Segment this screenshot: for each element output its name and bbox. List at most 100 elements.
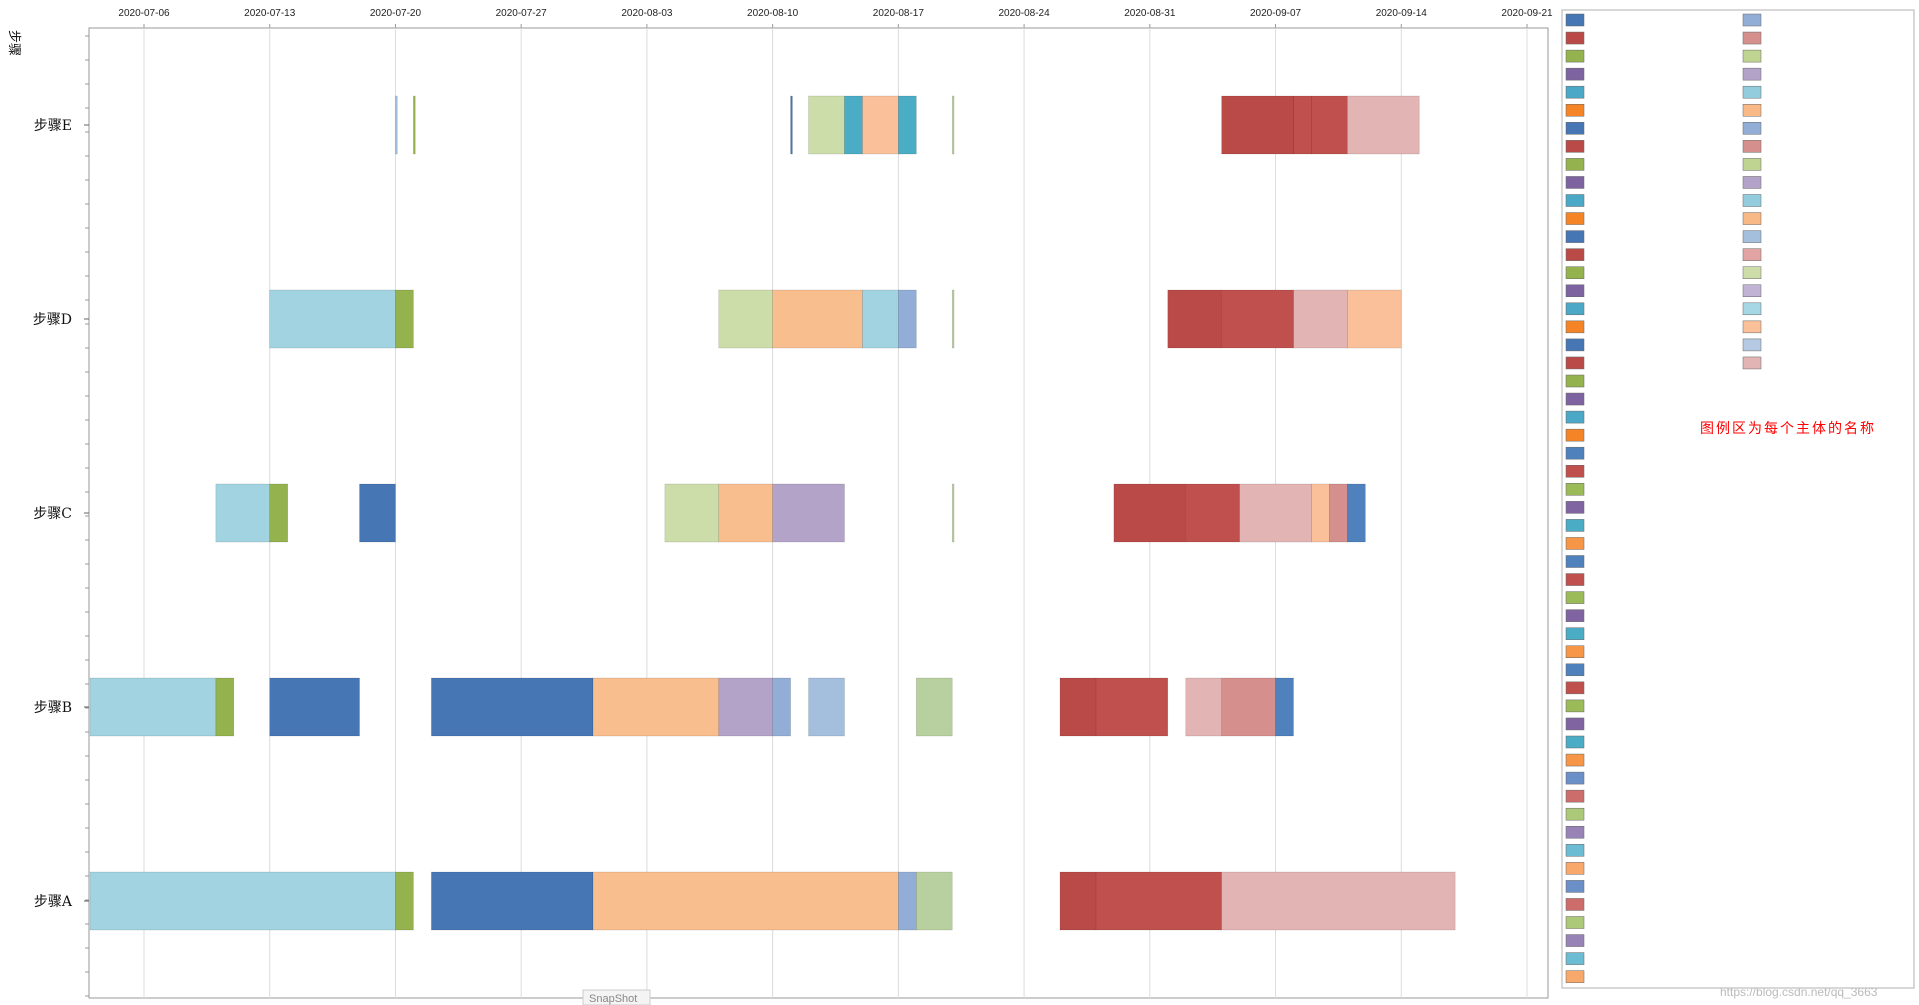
task-bar xyxy=(951,483,955,543)
task-bar xyxy=(718,289,773,349)
x-tick-label: 2020-09-14 xyxy=(1376,8,1428,19)
legend-swatch xyxy=(1565,374,1585,388)
legend-box xyxy=(1561,9,1915,989)
task-bar xyxy=(1059,871,1097,931)
legend-swatch xyxy=(1565,230,1585,243)
legend-swatch xyxy=(1565,699,1585,713)
snapshot-label[interactable]: SnapShot xyxy=(589,993,637,1005)
x-tick-label: 2020-07-13 xyxy=(244,8,296,19)
task-bar xyxy=(215,677,235,737)
task-bars xyxy=(89,95,1456,931)
legend-swatch xyxy=(1565,85,1585,99)
legend-swatch xyxy=(1565,392,1585,406)
x-tick-label: 2020-08-24 xyxy=(999,8,1051,19)
watermark-text: https://blog.csdn.net/qq_3663 xyxy=(1720,985,1878,999)
legend-swatch xyxy=(1565,537,1585,550)
task-bar xyxy=(1221,677,1276,737)
category-label: 步骤E xyxy=(34,118,72,134)
legend-swatch xyxy=(1742,284,1762,297)
task-bar xyxy=(592,871,899,931)
task-bar xyxy=(790,95,793,155)
legend-swatch xyxy=(1565,212,1585,225)
legend-swatch xyxy=(1565,735,1585,749)
legend-swatch xyxy=(1565,302,1585,316)
legend-swatch xyxy=(1742,248,1762,261)
task-bar xyxy=(862,289,899,349)
task-bar xyxy=(1293,95,1312,155)
legend-swatch xyxy=(1565,844,1585,857)
category-label: 步骤C xyxy=(33,506,72,522)
task-bar xyxy=(916,677,953,737)
x-tick-label: 2020-09-21 xyxy=(1501,8,1553,19)
task-bar xyxy=(395,95,398,155)
task-bar xyxy=(862,95,899,155)
task-bar xyxy=(395,871,414,931)
snapshot-tab[interactable] xyxy=(582,989,651,1005)
legend-swatch xyxy=(1565,826,1585,839)
legend-swatch xyxy=(1565,428,1585,442)
legend-swatch xyxy=(1565,609,1585,622)
x-tick-label: 2020-07-06 xyxy=(118,8,170,19)
x-tick-label: 2020-09-07 xyxy=(1250,8,1302,19)
task-bar xyxy=(413,95,416,155)
task-bar xyxy=(1113,483,1187,543)
legend-swatch xyxy=(1742,67,1762,81)
task-bar xyxy=(1221,871,1456,931)
legend-swatch xyxy=(1565,916,1585,929)
legend-swatch xyxy=(1565,862,1585,875)
legend-swatch xyxy=(1742,230,1762,243)
legend-swatch xyxy=(1565,483,1585,496)
legend-swatch xyxy=(1565,771,1585,785)
task-bar xyxy=(1185,483,1240,543)
task-bar xyxy=(718,483,773,543)
task-bar xyxy=(1221,95,1294,155)
legend-swatch xyxy=(1565,248,1585,261)
task-bar xyxy=(269,289,396,349)
task-bar xyxy=(951,95,955,155)
task-bar xyxy=(772,677,791,737)
task-bar xyxy=(808,677,845,737)
task-bar xyxy=(1167,289,1222,349)
legend-swatch xyxy=(1742,13,1762,27)
legend-swatch xyxy=(1565,789,1585,803)
legend-swatch xyxy=(1565,13,1585,27)
x-tick-label: 2020-07-27 xyxy=(496,8,548,19)
legend-swatch xyxy=(1565,663,1585,677)
task-bar xyxy=(1185,677,1222,737)
category-label: 步骤A xyxy=(34,894,73,910)
legend-swatch xyxy=(1742,320,1762,334)
task-bar xyxy=(1311,483,1330,543)
legend-swatch xyxy=(1742,356,1762,370)
legend-swatch xyxy=(1565,176,1585,189)
legend-swatch xyxy=(1742,49,1762,63)
legend-swatch xyxy=(1565,591,1585,604)
legend-swatch xyxy=(1565,880,1585,893)
legend-swatch xyxy=(1565,31,1585,45)
legend-swatch xyxy=(1742,338,1762,352)
legend-swatch xyxy=(1565,49,1585,63)
legend-swatch xyxy=(1742,122,1762,135)
task-bar xyxy=(1329,483,1348,543)
legend-swatch xyxy=(1565,519,1585,532)
legend-swatch xyxy=(1565,934,1585,947)
legend-swatch xyxy=(1565,266,1585,279)
category-label: 步骤D xyxy=(33,312,72,328)
legend-swatch xyxy=(1742,85,1762,99)
legend-swatch xyxy=(1565,970,1585,983)
task-bar xyxy=(89,871,396,931)
task-bar xyxy=(808,95,845,155)
legend-swatch xyxy=(1565,898,1585,911)
legend-swatch xyxy=(1742,302,1762,316)
x-tick-labels: 2020-07-06 2020-07-13 2020-07-20 2020-07-27… xyxy=(118,8,1553,19)
legend-swatch xyxy=(1565,753,1585,767)
y-minor-ticks xyxy=(85,35,89,997)
category-label: 步骤B xyxy=(34,700,72,716)
legend-swatch xyxy=(1565,645,1585,658)
x-tick-label: 2020-08-10 xyxy=(747,8,799,19)
y-axis-title: 步骤 xyxy=(6,30,21,56)
legend-swatch xyxy=(1565,952,1585,965)
legend-swatch xyxy=(1565,67,1585,81)
legend-swatch xyxy=(1565,104,1585,117)
task-bar xyxy=(269,677,360,737)
